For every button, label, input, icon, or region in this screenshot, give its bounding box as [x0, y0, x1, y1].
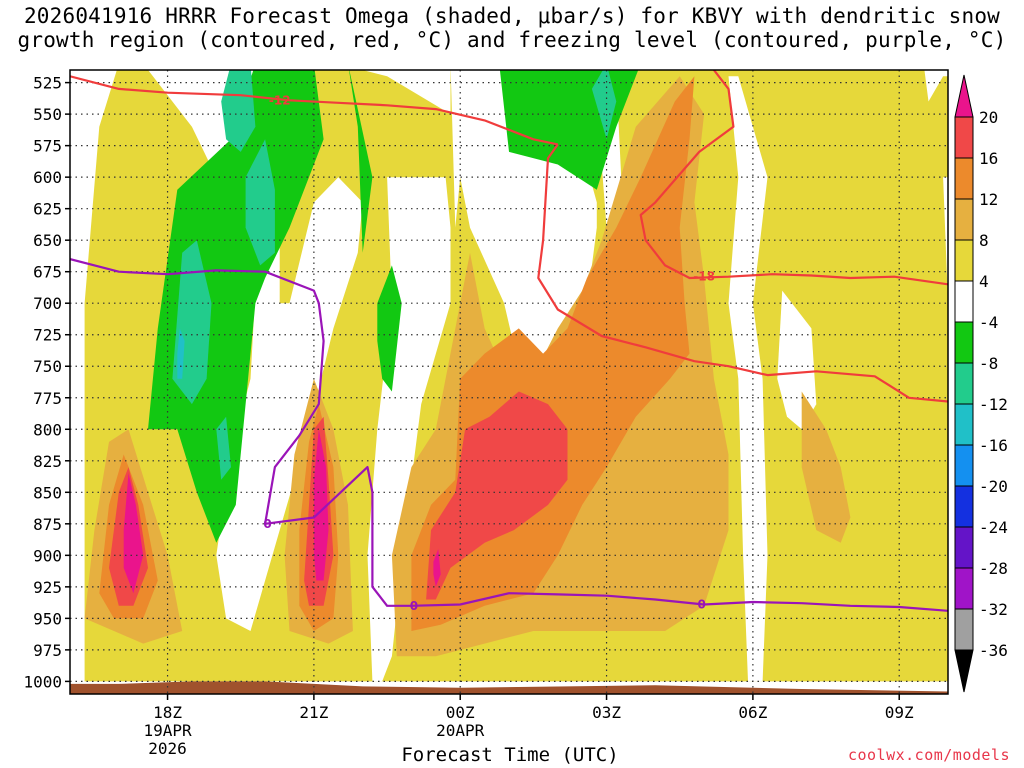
colorbar-segment-8-to-12: [954, 198, 974, 241]
y-tick-label-625: 625: [33, 200, 62, 219]
y-tick-label-575: 575: [33, 137, 62, 156]
colorbar-label-12: 12: [979, 190, 998, 209]
omega-region-green_dark-23: [377, 265, 402, 392]
omega-region-magenta-19: [313, 429, 329, 581]
colorbar-label--8: -8: [979, 354, 998, 373]
x-tick-label-09Z: 09Z: [885, 703, 914, 722]
y-tick-label-925: 925: [33, 578, 62, 597]
omega-region-white-1: [148, 70, 363, 631]
colorbar-label-4: 4: [979, 272, 989, 291]
y-tick-label-950: 950: [33, 609, 62, 628]
y-tick-label-700: 700: [33, 294, 62, 313]
contour-label-2: 0: [263, 517, 271, 531]
colorbar-segment--32-to--28: [954, 567, 974, 610]
y-tick-label-550: 550: [33, 105, 62, 124]
chart-title-line1: 2026041916 HRRR Forecast Omega (shaded, …: [23, 4, 1001, 28]
colorbar: -36 -32 -28 -24 -20 -16 -12 -8 -4 4 8 12 16 20: [954, 74, 1008, 693]
y-tick-label-600: 600: [33, 168, 62, 187]
colorbar-segment--4-to-4: [954, 280, 974, 323]
x-tick-year-18Z: 2026: [148, 739, 187, 758]
axes-layer: 525 550 575 600 625 650 675 700 725 750 775 800 825 8…: [23, 69, 949, 758]
x-tick-label-18Z: 18Z: [153, 703, 182, 722]
grid-layer: [70, 70, 948, 694]
colorbar-segment--28-to--24: [954, 526, 974, 569]
x-tick-date-00Z: 20APR: [436, 721, 485, 740]
watermark: coolwx.com/models: [847, 746, 1010, 764]
y-tick-label-975: 975: [33, 641, 62, 660]
contour-freezing-level: [70, 258, 948, 612]
ground-surface: [70, 681, 948, 694]
y-tick-label-850: 850: [33, 483, 62, 502]
colorbar-label--32: -32: [979, 600, 1008, 619]
x-tick-label-00Z: 00Z: [446, 703, 475, 722]
colorbar-label-20: 20: [979, 108, 998, 127]
ground-layer: [70, 681, 948, 694]
omega-region-white-5: [728, 76, 768, 682]
chart-title-line2: growth region (contoured, red, °C) and f…: [17, 28, 1007, 52]
y-tick-label-650: 650: [33, 231, 62, 250]
contour-label-3: 0: [410, 599, 418, 613]
colorbar-label--4: -4: [979, 313, 998, 332]
colorbar-segment--24-to--20: [954, 485, 974, 528]
omega-region-magenta-20: [433, 549, 441, 587]
omega-region-green_dark-21: [148, 70, 324, 543]
colorbar-label-8: 8: [979, 231, 989, 250]
colorbar-max-arrow: [954, 74, 974, 118]
plot-frame: [69, 69, 949, 695]
colorbar-segment-12-to-16: [954, 157, 974, 200]
omega-region-teal-26: [221, 70, 256, 152]
y-tick-label-725: 725: [33, 326, 62, 345]
contour-dendritic-upper: [639, 70, 948, 286]
omega-region-cyan-30: [177, 328, 185, 379]
y-tick-label-900: 900: [33, 546, 62, 565]
colorbar-label--36: -36: [979, 641, 1008, 660]
y-tick-label-875: 875: [33, 515, 62, 534]
omega-region-teal-28: [216, 416, 231, 480]
colorbar-label--28: -28: [979, 559, 1008, 578]
colorbar-segment-4-to-8: [954, 239, 974, 282]
y-tick-label-775: 775: [33, 389, 62, 408]
x-axis-label: Forecast Time (UTC): [401, 744, 619, 766]
omega-region-magenta-18: [123, 473, 144, 594]
contour-label-1: -18: [693, 270, 715, 284]
omega-region-white-2: [362, 70, 451, 115]
colorbar-segment--20-to--16: [954, 444, 974, 487]
colorbar-label--16: -16: [979, 436, 1008, 455]
omega-region-white-6: [777, 290, 817, 430]
omega-shading-layer: [70, 70, 948, 694]
contour-dendritic-minus12: [70, 75, 559, 146]
contour-dendritic-minus18: [537, 143, 948, 403]
contour-label-0: -12: [269, 93, 291, 107]
colorbar-label--12: -12: [979, 395, 1008, 414]
x-tick-label-06Z: 06Z: [738, 703, 767, 722]
y-tick-label-825: 825: [33, 452, 62, 471]
contour-label-4: 0: [697, 597, 705, 611]
y-tick-label-525: 525: [33, 74, 62, 93]
x-tick-date-18Z: 19APR: [143, 721, 192, 740]
colorbar-segment-16-to-20: [954, 116, 974, 159]
colorbar-min-arrow: [954, 649, 974, 693]
colorbar-label-16: 16: [979, 149, 998, 168]
colorbar-segment--36-to--32: [954, 608, 974, 651]
y-tick-label-800: 800: [33, 420, 62, 439]
x-tick-label-21Z: 21Z: [299, 703, 328, 722]
x-tick-label-03Z: 03Z: [592, 703, 621, 722]
y-tick-label-750: 750: [33, 357, 62, 376]
omega-region-green_dark-22: [348, 70, 373, 253]
colorbar-segment--12-to--8: [954, 362, 974, 405]
chart-title: 2026041916 HRRR Forecast Omega (shaded, …: [0, 4, 1024, 52]
colorbar-segment--16-to--12: [954, 403, 974, 446]
omega-region-teal-29: [591, 70, 617, 140]
contour-layer: -12 -18 0 0 0: [70, 70, 948, 613]
y-tick-label-675: 675: [33, 263, 62, 282]
colorbar-label--20: -20: [979, 477, 1008, 496]
omega-region-white-7: [943, 177, 948, 304]
colorbar-label--24: -24: [979, 518, 1008, 537]
omega-region-teal-27: [245, 139, 275, 266]
colorbar-segment--8-to--4: [954, 321, 974, 364]
omega-region-white-3: [367, 177, 451, 682]
omega-region-red-17: [426, 391, 568, 600]
y-tick-label-1000: 1000: [23, 672, 62, 691]
